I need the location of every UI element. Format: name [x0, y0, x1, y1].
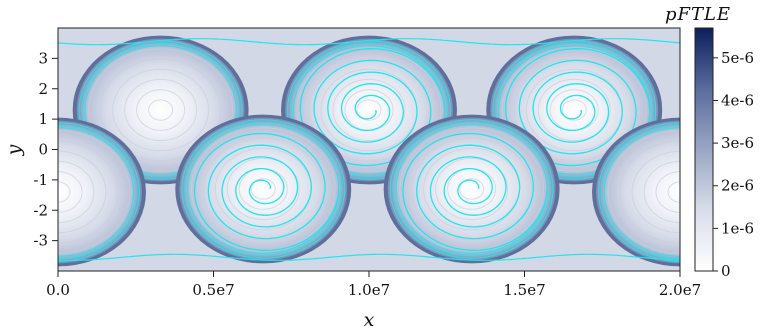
colorbar-title: pFTLE — [665, 4, 731, 25]
y-tick-label: -2 — [33, 201, 48, 219]
ftle-ring — [148, 99, 174, 121]
ftle-ring — [411, 137, 533, 241]
streakline — [58, 124, 138, 260]
ftle-ring — [561, 99, 587, 121]
x-tick-label: 2.0e7 — [659, 281, 701, 299]
ftle-ring — [459, 178, 485, 200]
vortex — [58, 117, 146, 267]
colorbar-tick-label: 0 — [721, 262, 731, 280]
x-tick-label: 0.0 — [46, 281, 70, 299]
colorbar: 0 1e-6 2e-6 3e-6 4e-6 5e-6 pFTLE — [665, 4, 754, 280]
streakline — [81, 42, 240, 178]
y-tick-label: 3 — [38, 49, 48, 67]
ftle-ring — [58, 150, 107, 234]
ftle-ring — [308, 58, 430, 162]
y-axis: 3 2 1 0 -1 -2 -3 — [33, 49, 58, 250]
ftle-ring — [100, 58, 222, 162]
colorbar-tick-label: 5e-6 — [721, 49, 754, 67]
streakline — [289, 42, 449, 178]
streak-spiral — [193, 132, 340, 251]
ftle-ring — [435, 157, 509, 221]
streakline — [495, 42, 654, 178]
vortex — [592, 117, 680, 267]
streakline — [389, 119, 554, 259]
ftle-ring — [58, 140, 119, 244]
streakline — [292, 45, 446, 175]
y-axis-label: y — [3, 144, 25, 156]
colorbar-ticks: 0 1e-6 2e-6 3e-6 4e-6 5e-6 — [713, 49, 754, 280]
ftle-ring — [58, 171, 83, 213]
colorbar-tick-label: 3e-6 — [721, 134, 754, 152]
streakline — [84, 45, 237, 175]
x-tick-label: 1.5e7 — [503, 281, 545, 299]
streak-band-bottom — [58, 253, 680, 261]
ftle-ring — [250, 178, 276, 200]
ftle-ring — [513, 58, 635, 162]
ftle-ring — [112, 68, 210, 152]
pftle-field — [58, 35, 680, 267]
streak-band-top — [58, 38, 680, 46]
x-tick-label: 1.0e7 — [348, 281, 390, 299]
ftle-ring — [136, 89, 186, 131]
ftle-ring — [356, 99, 382, 121]
vortex — [383, 114, 560, 264]
colorbar-gradient — [694, 27, 714, 272]
y-tick-label: 0 — [38, 141, 48, 159]
y-tick-label: 2 — [38, 80, 48, 98]
ftle-ring — [537, 78, 611, 142]
ftle-ring — [88, 48, 234, 172]
streakline — [58, 122, 140, 262]
ftle-ring — [202, 137, 324, 241]
ftle-ring — [58, 130, 131, 254]
ftle-ring — [631, 150, 680, 234]
streak-spiral — [402, 132, 548, 251]
ftle-ring — [332, 78, 406, 142]
streakline — [181, 119, 346, 259]
x-axis-label: x — [364, 309, 375, 331]
streakline — [187, 124, 340, 254]
streakline — [58, 127, 135, 257]
streakline — [498, 45, 651, 175]
colorbar-tick-label: 2e-6 — [721, 177, 754, 195]
streakline — [395, 124, 548, 254]
y-tick-label: -1 — [33, 171, 48, 189]
ftle-ring — [226, 157, 300, 221]
ftle-ring — [124, 78, 198, 142]
streakline — [603, 127, 680, 257]
x-axis: 0.0 0.5e7 1.0e7 1.5e7 2.0e7 — [46, 271, 701, 299]
plot-area: 0.0 0.5e7 1.0e7 1.5e7 2.0e7 3 2 1 0 -1 -2 -3 x y — [3, 27, 701, 331]
colorbar-tick-label: 1e-6 — [721, 219, 754, 237]
streakline — [392, 121, 551, 257]
vortex — [175, 114, 352, 264]
x-tick-label: 0.5e7 — [192, 281, 234, 299]
colorbar-tick-label: 4e-6 — [721, 91, 754, 109]
streakline — [184, 121, 343, 257]
ftle-ring — [58, 160, 95, 224]
y-tick-label: 1 — [38, 110, 48, 128]
ftle-ring — [643, 160, 680, 224]
y-tick-label: -3 — [33, 232, 48, 250]
